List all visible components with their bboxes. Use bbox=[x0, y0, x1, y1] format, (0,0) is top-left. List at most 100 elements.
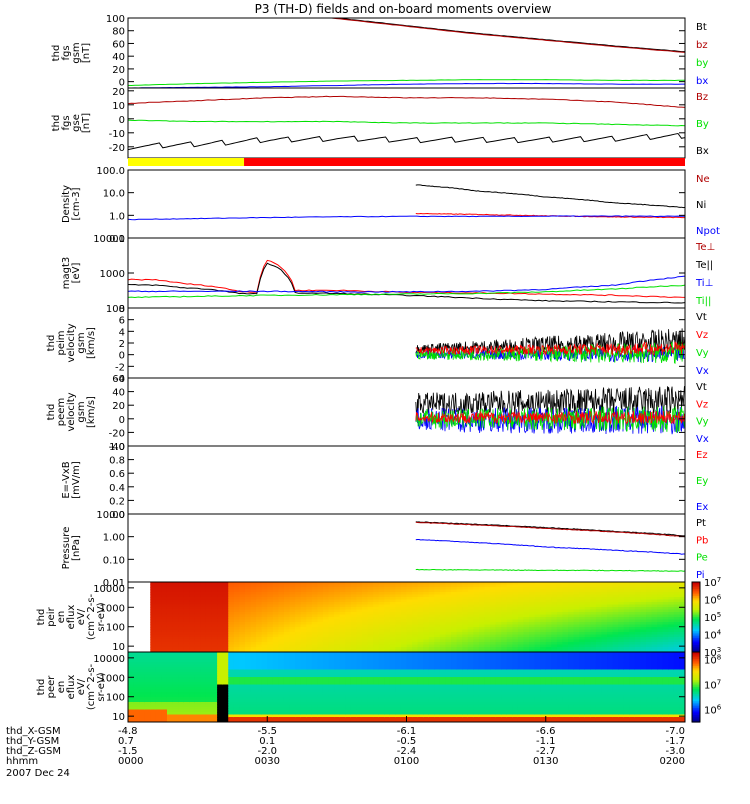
series-line bbox=[416, 522, 685, 537]
y-tick-label: 6 bbox=[119, 316, 125, 327]
colorbar-tick-base: 10 bbox=[704, 631, 717, 642]
panel-frame bbox=[128, 446, 685, 514]
y-axis-label: [nPa] bbox=[71, 535, 82, 561]
colorbar-tick-base: 10 bbox=[704, 596, 717, 607]
legend-entry: bx bbox=[696, 76, 708, 87]
y-tick-label: 100 bbox=[106, 623, 125, 634]
y-tick-label: 1.0 bbox=[109, 442, 125, 453]
y-axis-label: [km/s] bbox=[86, 327, 97, 359]
y-tick-label: 0.6 bbox=[109, 469, 125, 480]
legend-entry: by bbox=[696, 58, 708, 69]
y-tick-label: 1000 bbox=[100, 269, 125, 280]
colorbar-tick-base: 10 bbox=[704, 578, 717, 589]
plot-area bbox=[416, 522, 685, 572]
legend-entry: Vy bbox=[696, 417, 709, 428]
y-tick-label: 2 bbox=[119, 339, 125, 350]
y-tick-label: -10 bbox=[109, 129, 125, 140]
legend-entry: Vz bbox=[696, 399, 708, 410]
y-tick-label: 20 bbox=[112, 401, 125, 412]
y-tick-label: 10.00 bbox=[96, 510, 125, 521]
y-tick-label: 20 bbox=[112, 87, 125, 98]
legend-entry: bz bbox=[696, 40, 708, 51]
colorbar-tick-base: 10 bbox=[704, 613, 717, 624]
legend-entry: Te⊥ bbox=[695, 242, 715, 253]
series-line bbox=[128, 83, 685, 88]
y-tick-label: 8 bbox=[119, 304, 125, 315]
y-tick-label: -2 bbox=[115, 362, 125, 373]
series-line bbox=[416, 569, 685, 571]
legend-entry: Vx bbox=[696, 366, 709, 377]
y-axis-label: sr-eV) bbox=[96, 602, 107, 631]
plot-area bbox=[416, 386, 685, 434]
y-tick-label: 0.4 bbox=[109, 483, 125, 494]
y-tick-label: 0.10 bbox=[103, 555, 125, 566]
y-tick-label: 80 bbox=[112, 27, 125, 38]
legend-entry: Ti⊥ bbox=[695, 278, 713, 289]
series-line bbox=[128, 134, 685, 150]
y-tick-label: 0 bbox=[119, 351, 125, 362]
y-axis-label: [eV] bbox=[71, 263, 82, 284]
series-line bbox=[128, 263, 685, 303]
panel-frame bbox=[128, 170, 685, 238]
y-tick-label: 0 bbox=[119, 115, 125, 126]
plot-area bbox=[128, 96, 685, 149]
legend-entry: Bt bbox=[696, 22, 707, 33]
y-tick-label: 20 bbox=[112, 65, 125, 76]
legend-entry: Vz bbox=[696, 330, 708, 341]
legend-entry: Ez bbox=[696, 450, 708, 461]
y-tick-label: 60 bbox=[112, 39, 125, 50]
colorbar-tick-label: 105 bbox=[704, 611, 721, 624]
y-tick-label: 60 bbox=[112, 374, 125, 385]
colorbar-tick-exponent: 4 bbox=[717, 629, 722, 637]
legend-entry: Ti|| bbox=[695, 296, 711, 307]
colorbar-tick-exponent: 7 bbox=[717, 576, 721, 584]
y-tick-label: 100.0 bbox=[96, 166, 125, 177]
mode-bar-segment bbox=[128, 158, 244, 166]
legend-entry: Vy bbox=[696, 348, 709, 359]
plot-area bbox=[128, 652, 686, 723]
y-axis-label: [nT] bbox=[81, 43, 92, 63]
panel-mode_bar bbox=[128, 158, 685, 166]
series-line bbox=[416, 185, 685, 208]
y-tick-label: 1.00 bbox=[103, 533, 125, 544]
legend-entry: Ex bbox=[696, 502, 708, 513]
colorbar-tick-exponent: 5 bbox=[717, 611, 721, 619]
y-tick-label: 10 bbox=[112, 101, 125, 112]
legend-entry: Pb bbox=[696, 535, 708, 546]
y-tick-label: 10 bbox=[112, 642, 125, 653]
y-tick-label: 0.8 bbox=[109, 456, 125, 467]
series-line bbox=[128, 120, 685, 126]
legend-entry: Te|| bbox=[695, 260, 713, 271]
colorbar-tick-exponent: 6 bbox=[717, 594, 722, 602]
plot-area bbox=[128, 260, 685, 303]
y-axis-label: [km/s] bbox=[86, 396, 97, 428]
y-tick-label: 40 bbox=[112, 52, 125, 63]
legend-entry: By bbox=[696, 119, 709, 130]
panel-frame bbox=[128, 514, 685, 582]
legend-entry: Ni bbox=[696, 200, 706, 211]
plot-area bbox=[416, 328, 685, 363]
legend-entry: Bz bbox=[696, 92, 708, 103]
y-tick-label: -20 bbox=[109, 428, 125, 439]
plot-area bbox=[150, 582, 685, 653]
legend-entry: Vt bbox=[696, 312, 707, 323]
legend-entry: Ne bbox=[696, 174, 710, 185]
y-tick-label: 0.2 bbox=[109, 496, 125, 507]
y-tick-label: 10000 bbox=[93, 234, 125, 245]
panel-frame bbox=[128, 238, 685, 308]
y-tick-label: 10000 bbox=[93, 584, 125, 595]
y-tick-label: 10.0 bbox=[103, 189, 125, 200]
colorbar-tick-label: 106 bbox=[704, 594, 722, 607]
legend-entry: Pe bbox=[696, 553, 708, 564]
chart-title: P3 (TH-D) fields and on-board moments ov… bbox=[255, 2, 552, 16]
legend-entry: Ey bbox=[696, 476, 708, 487]
